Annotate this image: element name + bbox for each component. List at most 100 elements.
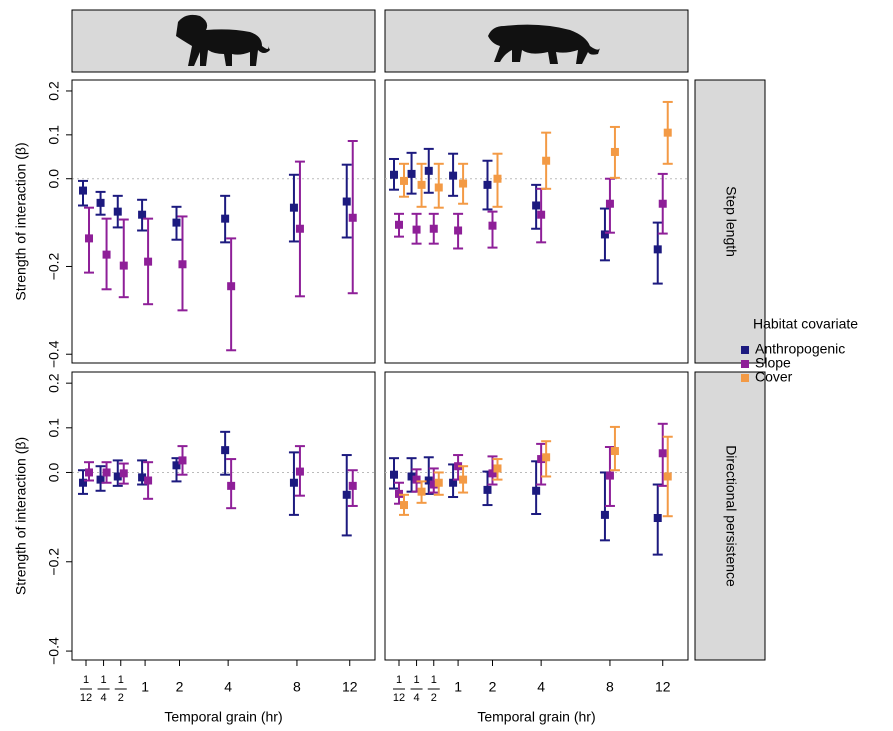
x-tick-label: 1 [454, 679, 462, 695]
point [102, 468, 111, 477]
point [113, 472, 122, 481]
point [537, 210, 546, 219]
point [459, 179, 468, 188]
y-tick-label: −0.2 [46, 252, 62, 280]
point [227, 282, 236, 291]
point [178, 456, 187, 465]
point [658, 449, 667, 458]
x-tick-label: 12 [655, 679, 671, 695]
y-tick-label: 0.0 [46, 169, 62, 189]
y-tick-label: 0.2 [46, 373, 62, 393]
y-tick-label: 0.0 [46, 463, 62, 483]
point [449, 171, 458, 180]
strip [694, 371, 766, 661]
y-tick-label: 0.1 [46, 418, 62, 438]
point [663, 472, 672, 481]
strips [71, 9, 766, 661]
point [79, 186, 88, 195]
point [488, 469, 497, 478]
point [542, 156, 551, 165]
point [113, 207, 122, 216]
point [395, 220, 404, 229]
y-axis-label: Strength of interaction (β) [13, 437, 29, 595]
plot-frame [384, 371, 689, 661]
y-tick-label: −0.4 [46, 340, 62, 368]
point [532, 201, 541, 210]
error-bar [536, 442, 547, 486]
point [429, 224, 438, 233]
y-tick-label: −0.4 [46, 637, 62, 665]
point [412, 475, 421, 484]
y-tick-label: 0.2 [46, 81, 62, 101]
legend-label: Slope [755, 355, 791, 371]
x-tick-label: 4 [224, 679, 232, 695]
x-tick-label: 8 [606, 679, 614, 695]
point [424, 166, 433, 175]
strip [694, 79, 766, 364]
y-tick-label: −0.2 [46, 548, 62, 576]
point [85, 468, 94, 477]
legend-label: Cover [755, 369, 793, 385]
point [434, 183, 443, 192]
point [459, 475, 468, 484]
point [605, 471, 614, 480]
facet-label: Directional persistence [723, 445, 739, 587]
point [138, 473, 147, 482]
point [653, 514, 662, 523]
point [400, 501, 409, 510]
point [221, 446, 230, 455]
point [424, 476, 433, 485]
plot-frame [71, 371, 376, 661]
point [483, 485, 492, 494]
point [417, 487, 426, 496]
point [144, 476, 153, 485]
point [417, 180, 426, 189]
point [102, 250, 111, 259]
point [289, 478, 298, 487]
point [342, 490, 351, 499]
point [289, 203, 298, 212]
point [390, 470, 399, 479]
point [600, 510, 609, 519]
tiger-icon [488, 24, 600, 65]
x-axis-label: Temporal grain (hr) [164, 709, 282, 725]
x-tick-label: 1 [141, 679, 149, 695]
point [407, 472, 416, 481]
point [390, 170, 399, 179]
y-axis-label: Strength of interaction (β) [13, 142, 29, 300]
lion-icon [176, 14, 270, 66]
point [663, 128, 672, 137]
point [295, 224, 304, 233]
point [85, 234, 94, 243]
legend-swatch [741, 360, 749, 368]
facet-label: Step length [723, 186, 739, 257]
point [172, 461, 181, 470]
plot-frame [384, 79, 689, 364]
x-axis-label: Temporal grain (hr) [477, 709, 595, 725]
point [542, 453, 551, 462]
point [96, 475, 105, 484]
legend-swatch [741, 346, 749, 354]
point [348, 481, 357, 490]
point [119, 469, 128, 478]
point [532, 486, 541, 495]
point [653, 245, 662, 254]
point [172, 218, 181, 227]
point [483, 180, 492, 189]
y-tick-label: 0.1 [46, 125, 62, 145]
point [493, 174, 502, 183]
point [454, 226, 463, 235]
x-tick-label: 2 [176, 679, 184, 695]
legend-swatch [741, 374, 749, 382]
point [610, 447, 619, 456]
point [610, 147, 619, 156]
x-tick-label: 2 [489, 679, 497, 695]
point [178, 260, 187, 269]
point [537, 455, 546, 464]
point [488, 221, 497, 230]
x-tick-label: 8 [293, 679, 301, 695]
point [493, 464, 502, 473]
